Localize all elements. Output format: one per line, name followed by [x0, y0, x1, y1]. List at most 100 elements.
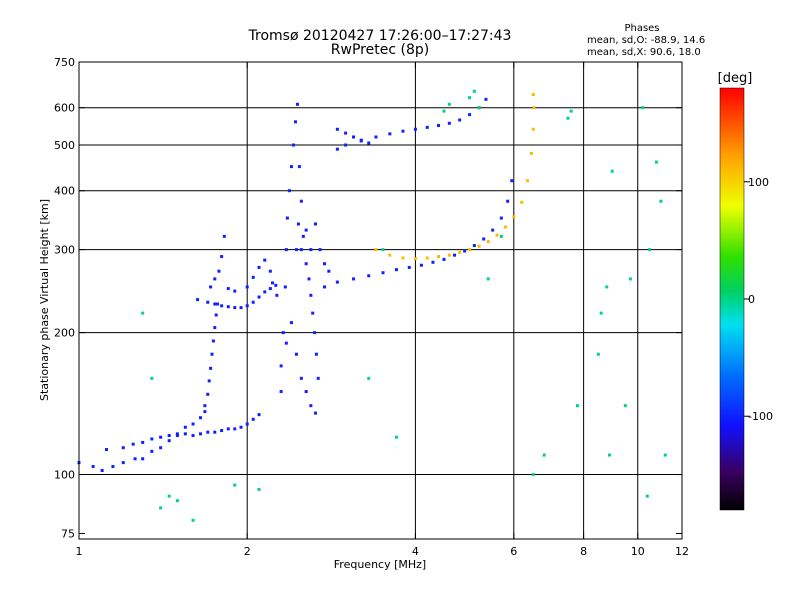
x-tick-label: 6: [510, 545, 517, 558]
echo-point: [447, 102, 451, 106]
echo-point: [437, 255, 441, 259]
echo-point: [304, 262, 308, 266]
echo-point: [251, 275, 255, 279]
echo-point: [344, 143, 348, 147]
echo-point: [335, 127, 339, 131]
plot-frame: [78, 61, 683, 540]
x-tick-label: 12: [675, 545, 689, 558]
echo-point: [239, 306, 243, 310]
y-tick-label: 400: [54, 185, 75, 198]
echo-point: [453, 253, 457, 257]
y-tick-label: 500: [54, 139, 75, 152]
echo-point: [463, 249, 467, 253]
echo-point: [220, 255, 224, 259]
echo-point: [654, 160, 658, 164]
echo-point: [284, 248, 288, 252]
echo-point: [150, 449, 154, 453]
echo-point: [295, 102, 299, 106]
echo-point: [307, 277, 311, 281]
echo-point: [257, 295, 261, 299]
y-tick-label: 300: [54, 244, 75, 257]
echo-point: [167, 494, 171, 498]
echo-point: [607, 453, 611, 457]
echo-point: [394, 435, 398, 439]
echo-point: [311, 311, 315, 315]
echo-point: [327, 269, 331, 273]
echo-point: [175, 499, 179, 503]
echo-point: [407, 265, 411, 269]
stats-x-mode: mean, sd,X: 90.6, 18.0: [587, 47, 701, 58]
echo-point: [486, 240, 490, 244]
echo-point: [484, 97, 488, 101]
echo-point: [335, 280, 339, 284]
echo-point: [239, 425, 243, 429]
echo-point: [458, 250, 462, 254]
echo-point: [316, 376, 320, 380]
echo-point: [447, 253, 451, 257]
echo-point: [233, 483, 237, 487]
echo-point: [91, 465, 95, 469]
echo-point: [284, 341, 288, 345]
echo-point: [510, 179, 514, 183]
echo-point: [388, 132, 392, 136]
echo-point: [394, 268, 398, 272]
y-axis-label: Stationary phase Virtual Height [km]: [38, 199, 51, 401]
echo-point: [566, 116, 570, 120]
echo-point: [294, 248, 298, 252]
echo-point: [442, 109, 446, 113]
echo-point: [141, 457, 145, 461]
y-tick-label: 100: [54, 469, 75, 482]
x-axis-ticks: 1 2 4 6 8 10 12: [76, 62, 689, 558]
echo-point: [289, 165, 293, 169]
echo-point: [296, 222, 300, 226]
echo-point: [245, 285, 249, 289]
echo-point: [491, 228, 495, 232]
echo-point: [216, 302, 220, 306]
echo-point: [468, 248, 472, 252]
echo-point: [214, 313, 218, 317]
echo-point: [596, 352, 600, 356]
echo-point: [531, 92, 535, 96]
echo-point: [401, 256, 405, 260]
echo-point: [458, 118, 462, 122]
echo-point: [482, 237, 486, 241]
echo-point: [100, 469, 104, 473]
echo-point: [222, 234, 226, 238]
chart-title: Tromsø 20120427 17:26:00–17:27:43: [248, 28, 512, 44]
echo-point: [477, 106, 481, 110]
echo-point: [183, 432, 187, 436]
echo-point: [199, 416, 203, 420]
echo-point: [209, 366, 213, 370]
echo-point: [196, 298, 200, 302]
x-tick-label: 2: [244, 545, 251, 558]
echo-point: [659, 199, 663, 203]
echo-point: [648, 248, 652, 252]
echo-point: [322, 262, 326, 266]
echo-point: [313, 411, 317, 415]
echo-point: [419, 263, 423, 267]
echo-point: [287, 189, 291, 193]
echo-point: [226, 287, 230, 291]
echo-point: [283, 285, 287, 289]
echo-point: [531, 473, 535, 477]
echo-point: [663, 453, 667, 457]
echo-point: [206, 430, 210, 434]
echo-point: [309, 404, 313, 408]
echo-point: [279, 364, 283, 368]
echo-point: [294, 352, 298, 356]
echo-point: [263, 290, 267, 294]
echo-point: [531, 127, 535, 131]
echo-point: [529, 151, 533, 155]
echo-point: [226, 427, 230, 431]
echo-point: [206, 300, 210, 304]
y-tick-label: 600: [54, 102, 75, 115]
echo-point: [425, 125, 429, 129]
y-tick-label: 750: [54, 56, 75, 69]
echo-point: [203, 410, 207, 414]
echo-point: [209, 285, 213, 289]
echo-point: [468, 113, 472, 117]
echo-point: [141, 311, 145, 315]
echo-point: [121, 461, 125, 465]
echo-point: [105, 448, 109, 452]
